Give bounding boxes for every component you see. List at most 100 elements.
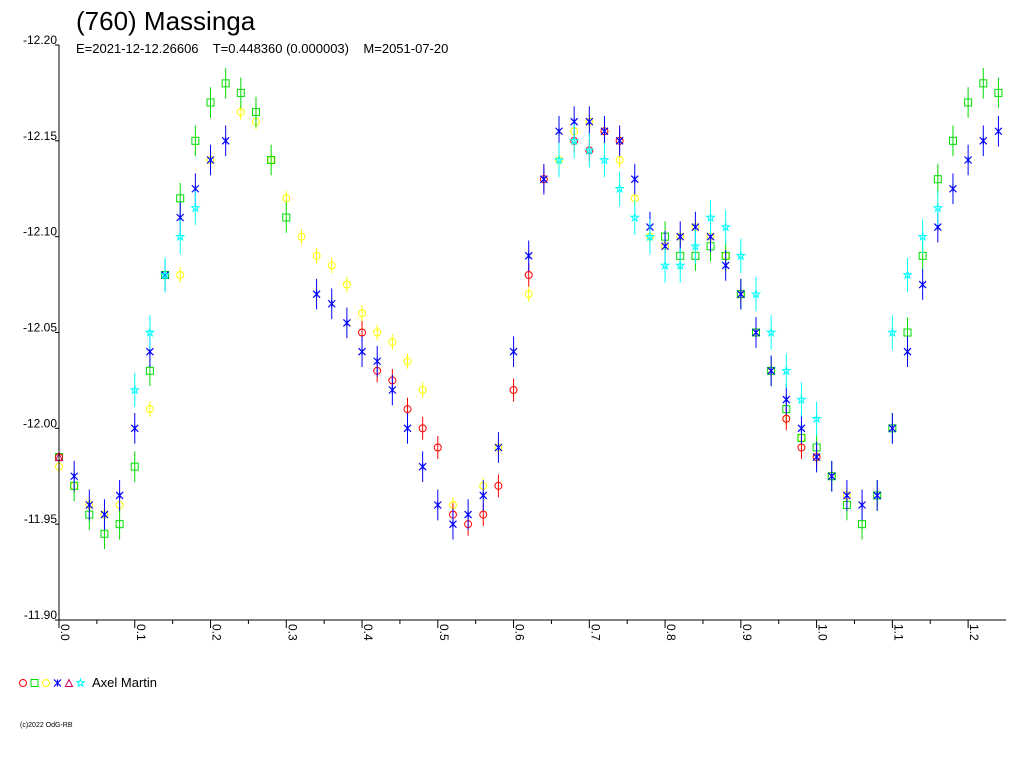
data-point [464,510,473,519]
x-tick-label: 1.1 [891,624,905,641]
data-point [902,269,913,280]
data-point [418,386,427,394]
data-point [342,280,351,289]
data-point [782,414,791,423]
data-point [145,405,154,414]
data-point [327,261,336,270]
copyright-text: (c)2022 OdG-RB [20,722,73,729]
data-point [509,347,518,356]
data-point [539,175,548,184]
data-point [297,232,306,241]
y-tick-label: -12.05 [23,321,57,335]
data-point [797,443,806,452]
data-point [765,326,777,338]
data-point [524,271,533,279]
data-point [403,424,412,433]
data-point [449,520,457,529]
data-point [176,271,185,279]
data-point [752,328,760,337]
data-point [221,136,230,145]
data-point [524,251,533,260]
y-tick-label: -12.00 [23,416,57,430]
data-point [811,413,822,424]
data-point [933,175,942,184]
data-point [130,424,139,433]
data-point [584,144,595,155]
data-point [721,261,730,270]
data-point [690,240,701,251]
data-point [206,156,215,164]
data-point [644,231,656,242]
data-point [615,136,624,145]
data-point [888,424,897,433]
data-point [312,290,321,299]
data-point [720,221,731,232]
data-point [932,202,944,213]
data-point [100,510,109,519]
data-point [629,211,641,223]
data-point [206,98,215,107]
data-point [979,136,988,145]
data-point [524,290,533,299]
data-point [85,501,94,509]
legend-marker [64,678,74,687]
data-point [358,347,366,356]
legend-marker [30,679,39,687]
data-point [887,326,898,338]
data-point [994,88,1003,97]
data-point [176,194,185,203]
data-point [917,231,928,242]
data-point [312,251,321,260]
y-tick-label: -12.10 [23,225,57,239]
x-tick-label: 0.8 [664,624,678,641]
data-point [736,290,745,299]
data-point [796,394,807,405]
data-point [70,472,79,481]
data-point [555,127,563,136]
data-point [750,288,762,299]
x-tick-label: 0.7 [588,624,602,641]
data-point [615,156,624,164]
data-point [282,213,291,222]
data-point [418,424,427,433]
data-point [373,328,382,337]
y-axis-ticks: -12.20 -12.15 -12.10 -12.05 -12.00 -11.95 -11.… [23,33,59,622]
data-point [964,98,973,107]
x-axis-ticks: 0.0 0.1 0.2 0.3 0.4 0.5 0.6 0.7 0.8 0.9 1.0 1.1 1.2 [58,620,981,641]
data-point [190,202,201,213]
data-point [115,491,124,500]
y-tick-label: -11.90 [24,608,57,622]
series-0 [55,104,851,523]
data-point [568,135,580,146]
data-point [174,231,186,242]
data-point [130,462,139,471]
chart-subtitle: E=2021-12-12.26606 T=0.448360 (0.000003)… [76,41,448,56]
data-point [236,88,245,97]
x-tick-label: 0.3 [285,624,299,641]
data-point [797,424,806,433]
data-point [403,405,412,414]
data-point [327,299,336,308]
series-1 [55,68,1003,550]
y-tick-label: -11.95 [24,512,57,526]
data-point [948,136,957,145]
legend-label: Axel Martin [92,675,157,690]
data-point [509,386,518,394]
series-2 [55,119,821,536]
x-tick-label: 0.4 [361,624,375,641]
data-point [782,395,791,404]
legend-marker [19,679,27,687]
x-tick-label: 1.0 [816,624,830,641]
series-3 [70,106,1003,540]
data-point [903,347,912,356]
data-point [251,108,260,117]
data-point [358,328,367,337]
x-tick-label: 0.0 [58,624,72,641]
x-tick-label: 1.2 [967,624,981,641]
data-point [388,386,397,394]
data-point [964,156,973,164]
data-point [418,462,427,471]
data-point [358,309,367,318]
data-point [282,194,291,203]
data-point [100,529,109,538]
